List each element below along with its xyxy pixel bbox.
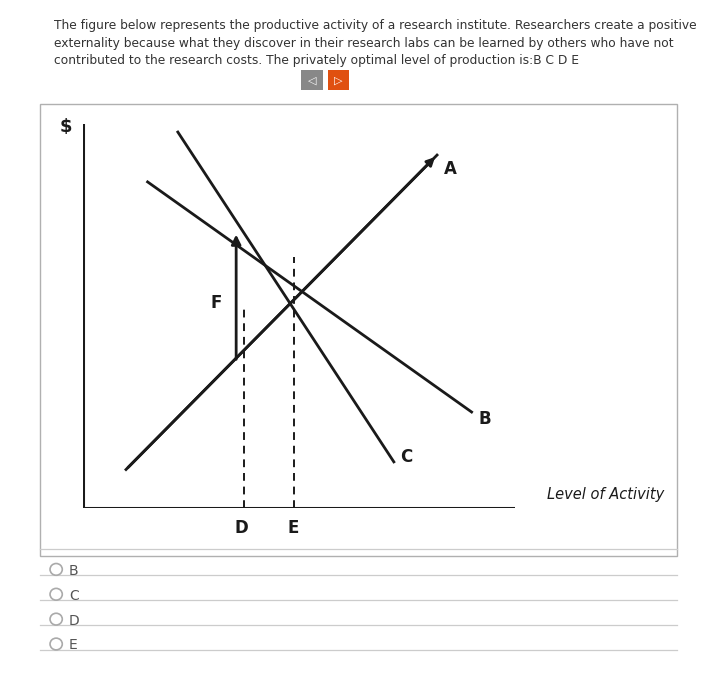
Text: ▷: ▷ <box>334 75 343 85</box>
Text: B: B <box>478 410 491 428</box>
Text: E: E <box>69 638 78 652</box>
Text: B: B <box>69 564 78 578</box>
Text: $: $ <box>59 118 72 136</box>
Text: D: D <box>235 519 248 537</box>
Text: The figure below represents the productive activity of a research institute. Res: The figure below represents the producti… <box>54 19 697 32</box>
Text: E: E <box>287 519 299 537</box>
Text: externality because what they discover in their research labs can be learned by : externality because what they discover i… <box>54 37 674 50</box>
Text: C: C <box>69 589 79 603</box>
Text: Level of Activity: Level of Activity <box>547 486 665 502</box>
Text: contributed to the research costs. The privately optimal level of production is:: contributed to the research costs. The p… <box>54 54 579 67</box>
Text: A: A <box>444 160 456 178</box>
Text: F: F <box>210 294 222 312</box>
Text: C: C <box>400 448 413 466</box>
Text: ◁: ◁ <box>307 75 316 85</box>
Text: D: D <box>69 614 80 627</box>
